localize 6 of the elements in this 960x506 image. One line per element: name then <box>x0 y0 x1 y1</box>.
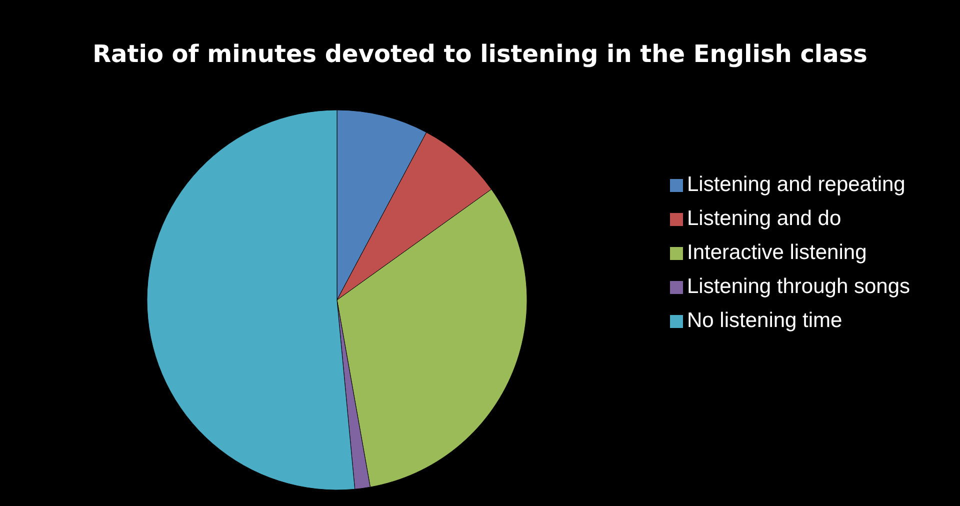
legend-label: Listening and do <box>687 207 842 230</box>
legend-label: Listening and repeating <box>687 173 906 196</box>
legend-label: No listening time <box>687 309 842 332</box>
legend-label: Listening through songs <box>687 275 910 298</box>
chart-title: Ratio of minutes devoted to listening in the English class <box>92 40 868 68</box>
legend-label: Interactive listening <box>687 241 867 264</box>
